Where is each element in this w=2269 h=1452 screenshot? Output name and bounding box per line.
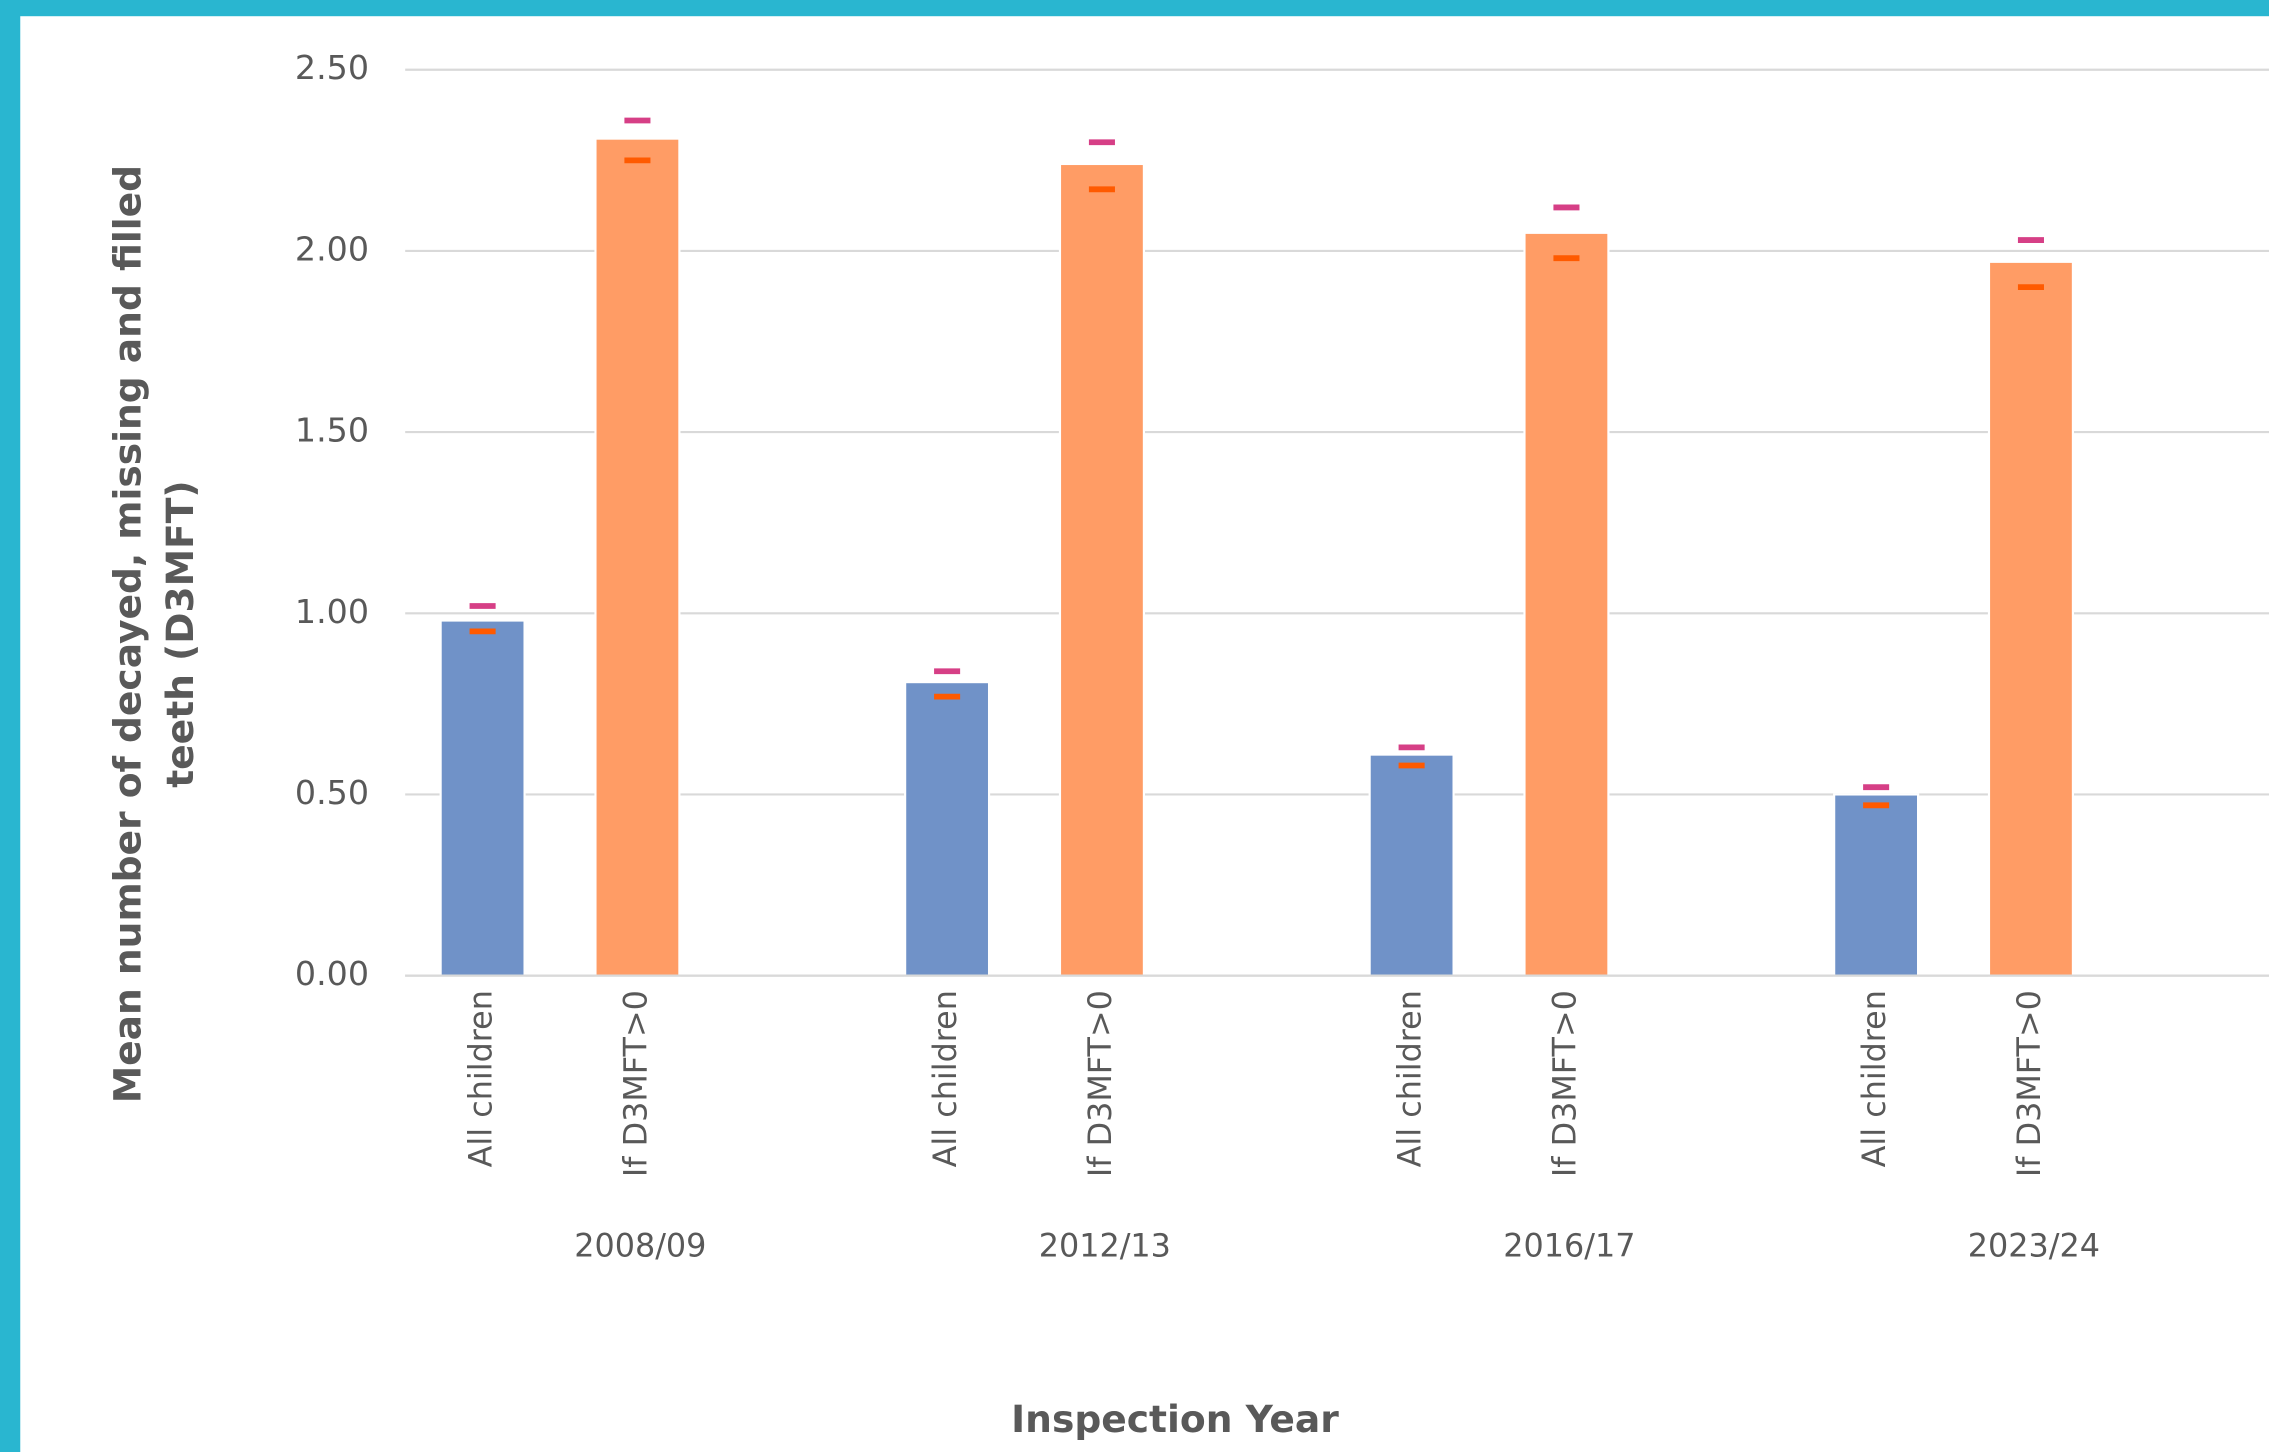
y-axis-title-line: teeth (D3MFT) [158,480,202,787]
x-tick-label: All children [1855,990,1893,1167]
y-tick-label: 1.00 [295,592,369,631]
x-axis-title: Inspection Year [1011,1397,1339,1441]
x-tick-label: All children [1391,990,1429,1167]
x-tick-label: All children [926,990,964,1167]
bar [1833,793,1920,977]
group-label: 2012/13 [1039,1227,1171,1265]
bar [1523,231,1610,977]
y-tick-label: 2.50 [295,48,369,87]
group-label: 2023/24 [1968,1227,2100,1265]
x-tick-label: If D3MFT>0 [616,990,654,1177]
bar [594,137,681,977]
y-tick-label: 0.50 [295,773,369,812]
y-tick-label: 0.00 [295,954,369,993]
x-tick-label: If D3MFT>0 [1545,990,1583,1177]
x-tick-label: If D3MFT>0 [1081,990,1119,1177]
group-label: 2008/09 [574,1227,706,1265]
x-tick-label: All children [462,990,500,1167]
bar [1987,260,2075,977]
bar [904,681,991,977]
group-label: 2016/17 [1503,1227,1635,1265]
x-tick-label: If D3MFT>0 [2010,990,2048,1177]
bar [1058,162,1145,977]
y-tick-label: 1.50 [295,411,369,450]
y-axis-title-line: Mean number of decayed, missing and fill… [106,165,150,1103]
y-axis-title: Mean number of decayed, missing and fill… [106,165,202,1103]
bar [1368,753,1455,977]
y-tick-label: 2.00 [295,229,369,268]
bar [439,619,526,977]
